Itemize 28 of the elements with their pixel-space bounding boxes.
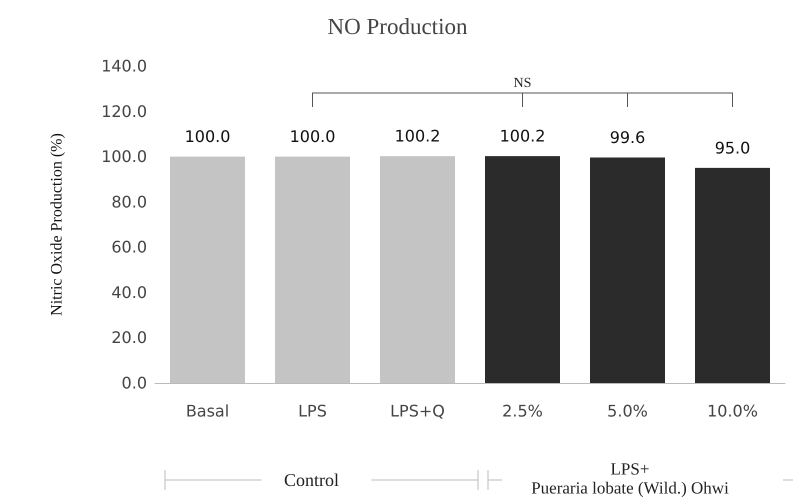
data-label: 95.0 — [714, 138, 750, 158]
chart-title: NO Production — [328, 14, 468, 39]
y-tick-label: 80.0 — [111, 192, 147, 212]
bar — [590, 157, 665, 383]
y-tick-label: 40.0 — [111, 282, 147, 302]
y-axis-title: Nitric Oxide Production (%) — [48, 133, 66, 316]
y-tick-label: 100.0 — [101, 147, 147, 166]
data-label: 99.6 — [610, 128, 646, 147]
x-tick-label: Basal — [186, 402, 230, 420]
x-tick-label: LPS — [298, 402, 327, 420]
y-tick-label: 140.0 — [101, 56, 147, 76]
bar — [695, 168, 770, 383]
data-label: 100.0 — [184, 127, 230, 146]
y-tick-label: 0.0 — [122, 374, 147, 392]
bar — [485, 156, 560, 383]
y-tick-label: 120.0 — [101, 102, 147, 121]
y-tick-label: 60.0 — [111, 238, 147, 257]
x-tick-label: 2.5% — [502, 402, 543, 420]
text: Control — [284, 470, 340, 490]
data-label: 100.2 — [394, 126, 440, 146]
x-tick-label: 5.0% — [607, 402, 648, 420]
x-tick-label: 10.0% — [707, 402, 758, 420]
y-tick-label: 20.0 — [111, 328, 147, 348]
annotation: NS — [514, 76, 532, 91]
text: LPS+ Pueraria lobate (Wild.) Ohwi — [531, 460, 730, 498]
data-label: 100.2 — [500, 126, 546, 146]
x-tick-label: LPS+Q — [390, 402, 445, 420]
data-label: 100.0 — [290, 127, 336, 146]
